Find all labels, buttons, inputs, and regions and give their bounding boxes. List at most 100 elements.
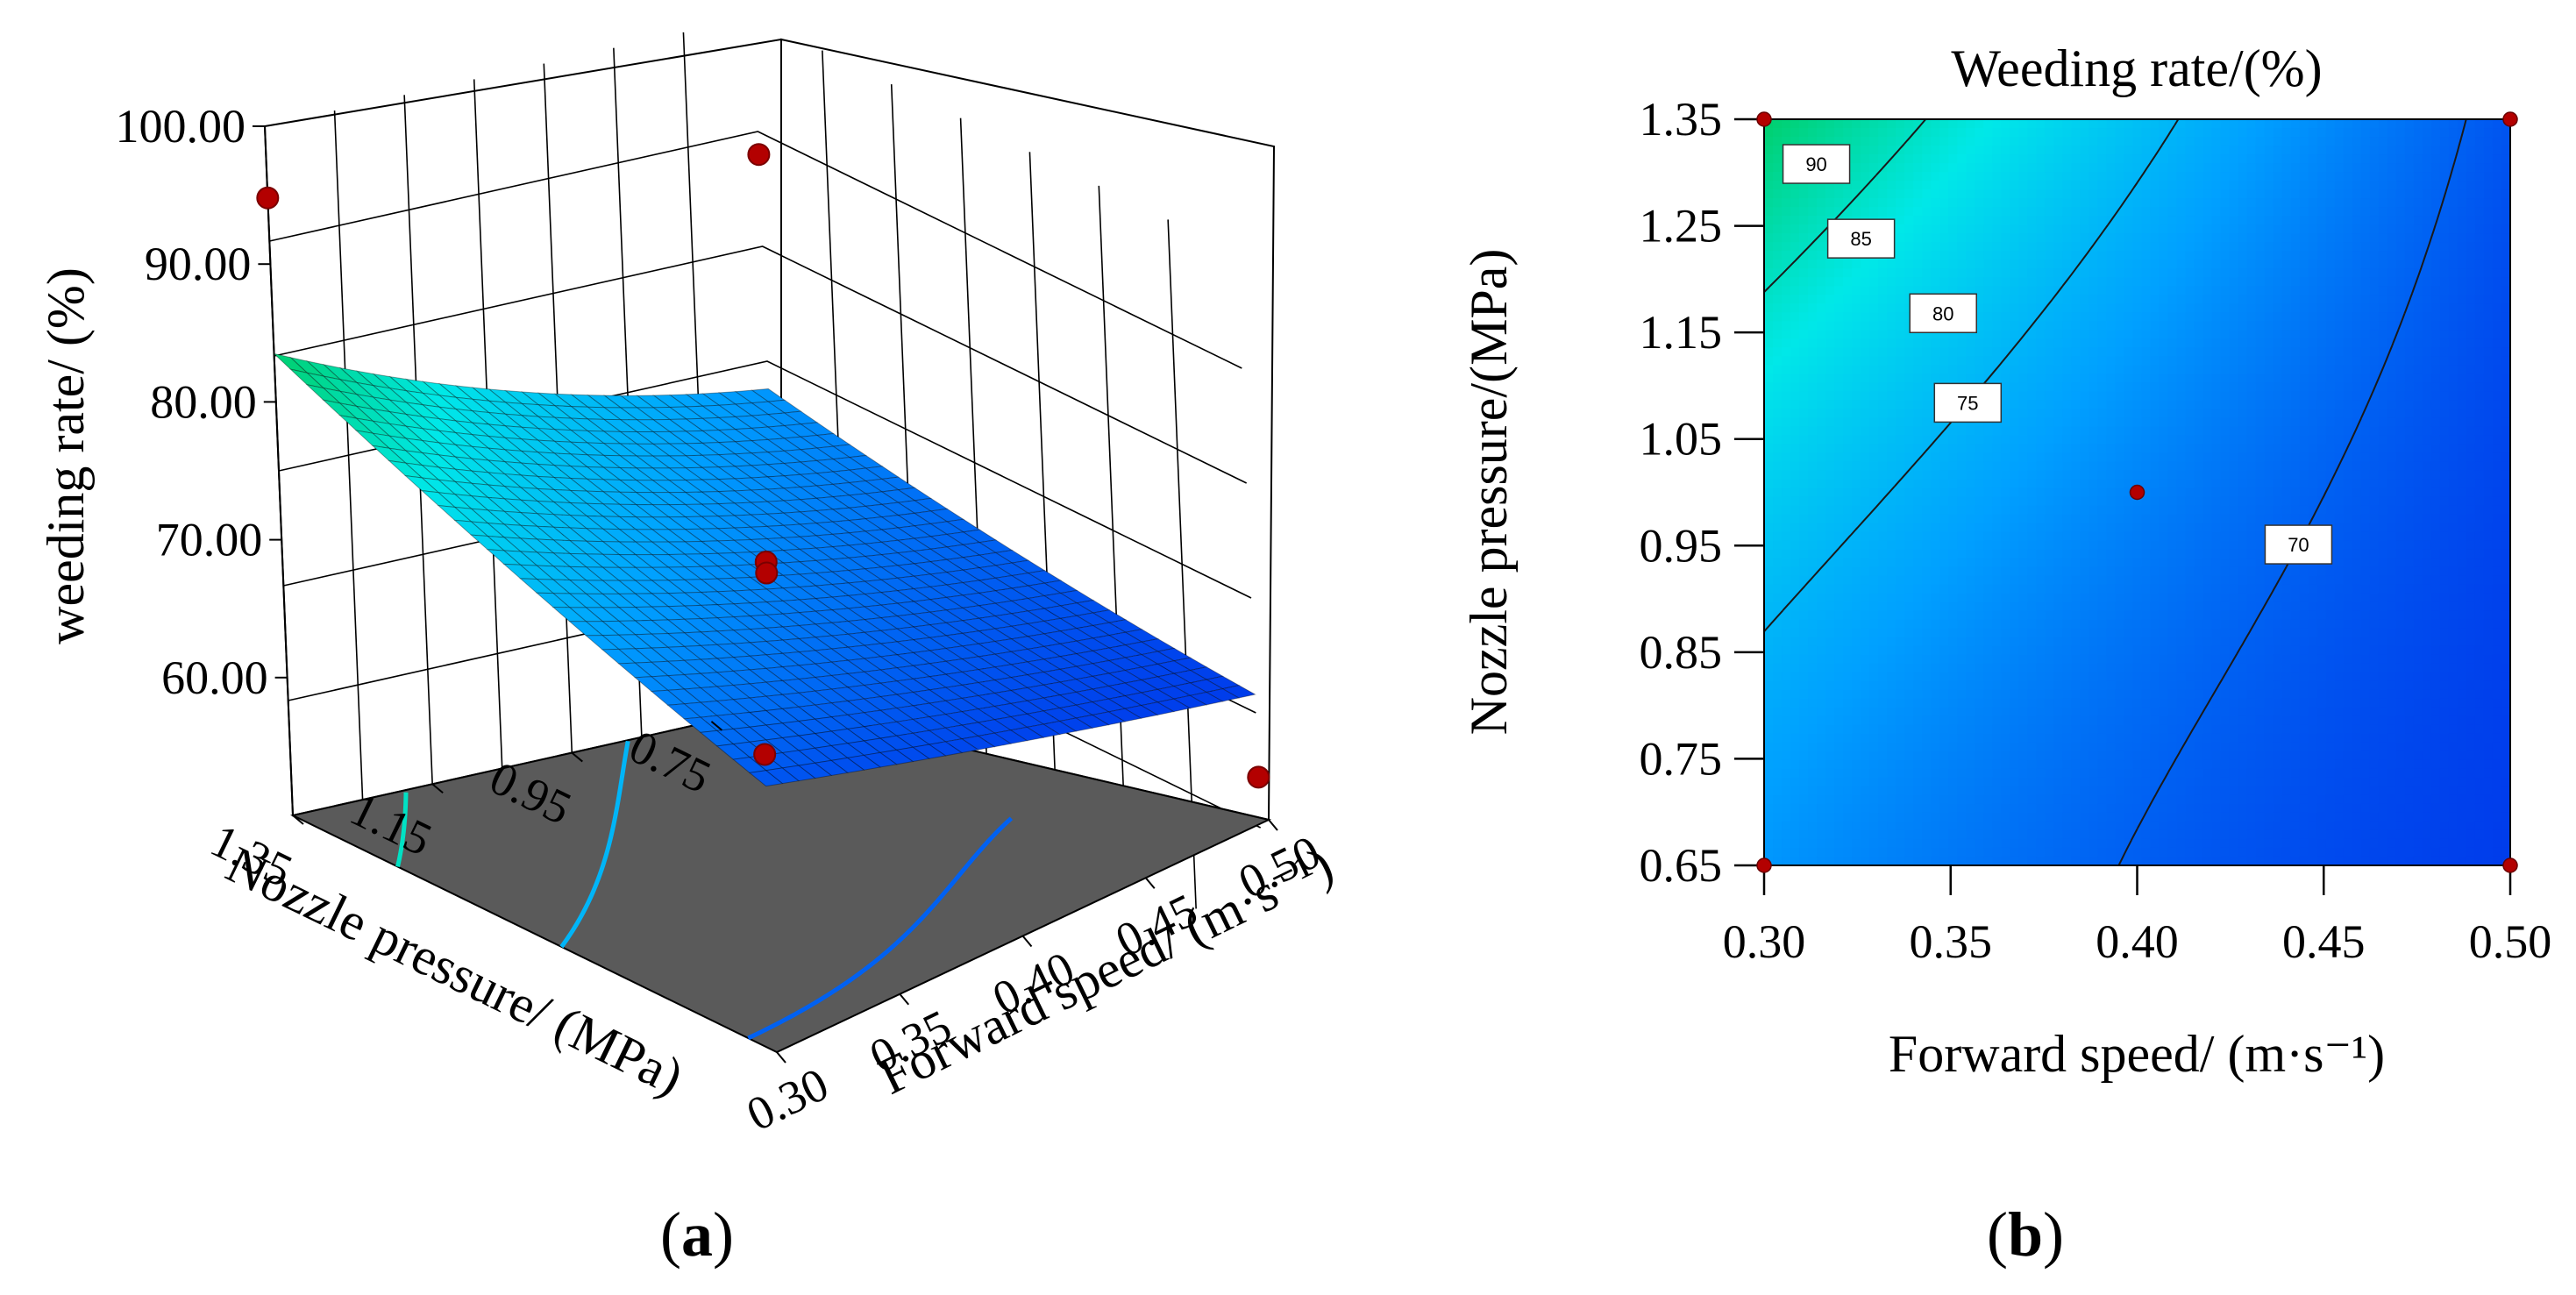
contour-cell	[1861, 829, 1870, 840]
contour-cell	[2089, 540, 2099, 551]
contour-cell	[2132, 321, 2143, 331]
contour-cell	[1869, 417, 1879, 428]
contour-cell	[2036, 593, 2046, 603]
contour-cell	[1931, 163, 1940, 173]
contour-cell	[2167, 189, 2178, 199]
contour-cell	[2124, 277, 2134, 287]
contour-cell	[1799, 233, 1809, 243]
contour-cell	[2176, 119, 2187, 129]
contour-cell	[2001, 821, 2011, 831]
contour-cell	[1782, 707, 1791, 717]
contour-cell	[1808, 856, 1818, 865]
contour-cell	[1869, 523, 1879, 533]
contour-cell	[2062, 601, 2073, 612]
contour-cell	[2141, 786, 2152, 796]
contour-cell	[1825, 768, 1835, 779]
contour-cell	[2159, 207, 2169, 217]
contour-cell	[2115, 540, 2125, 551]
contour-cell	[1869, 400, 1879, 410]
contour-cell	[1764, 575, 1774, 586]
contour-cell	[2159, 435, 2169, 445]
contour-cell	[2167, 838, 2178, 849]
contour-cell	[1834, 198, 1844, 208]
contour-cell	[2167, 523, 2178, 533]
contour-cell	[1861, 637, 1870, 647]
contour-cell	[1764, 163, 1774, 173]
contour-cell	[2018, 856, 2029, 865]
contour-cell	[1817, 777, 1826, 787]
contour-cell	[1817, 724, 1826, 735]
contour-cell	[1957, 707, 1967, 717]
contour-cell	[1808, 303, 1818, 313]
contour-cell	[2036, 189, 2046, 199]
contour-cell	[1782, 794, 1791, 805]
contour-cell	[1808, 251, 1818, 260]
contour-cell	[2089, 672, 2099, 682]
contour-cell	[1896, 821, 1905, 831]
design-point-3d	[747, 143, 771, 167]
contour-cell	[2124, 645, 2134, 656]
contour-cell	[1782, 189, 1791, 199]
contour-cell	[2115, 496, 2125, 507]
contour-cell	[1869, 426, 1879, 437]
surface-facet	[879, 749, 914, 765]
contour-cell	[2053, 610, 2064, 621]
contour-cell	[2071, 216, 2081, 225]
contour-cell	[1869, 549, 1879, 559]
contour-cell	[2176, 347, 2187, 358]
contour-cell	[1896, 751, 1905, 761]
contour-cell	[1992, 426, 2003, 437]
contour-cell	[2176, 251, 2187, 260]
contour-cell	[1852, 601, 1861, 612]
contour-cell	[2132, 356, 2143, 366]
contour-cell	[1834, 426, 1844, 437]
contour-cell	[2106, 444, 2117, 454]
contour-cell	[2159, 400, 2169, 410]
contour-cell	[1808, 365, 1818, 375]
contour-cell	[1922, 715, 1932, 726]
contour-cell	[2106, 207, 2117, 217]
contour-cell	[2089, 838, 2099, 849]
contour-cell	[2062, 742, 2073, 752]
contour-cell	[1843, 417, 1853, 428]
contour-cell	[2159, 338, 2169, 348]
contour-cell	[1975, 268, 1984, 278]
contour-cell	[2132, 786, 2143, 796]
contour-cell	[2027, 242, 2038, 252]
contour-cell	[2106, 365, 2117, 375]
contour-cell	[1904, 619, 1914, 630]
contour-cell	[2106, 452, 2117, 463]
contour-cell	[2001, 400, 2011, 410]
contour-cell	[2036, 347, 2046, 358]
contour-cell	[1957, 242, 1967, 252]
contour-cell	[2018, 759, 2029, 770]
contour-cell	[2150, 540, 2160, 551]
contour-cell	[2071, 523, 2081, 533]
contour-cell	[2115, 374, 2125, 384]
contour-cell	[1992, 856, 2003, 865]
contour-cell	[1975, 426, 1984, 437]
contour-cell	[2124, 312, 2134, 322]
contour-cell	[1975, 768, 1984, 779]
contour-cell	[1790, 724, 1800, 735]
contour-cell	[1790, 829, 1800, 840]
contour-cell	[1861, 680, 1870, 691]
contour-cell	[1861, 777, 1870, 787]
contour-cell	[1852, 163, 1861, 173]
contour-cell	[2027, 540, 2038, 551]
contour-cell	[1896, 286, 1905, 295]
contour-cell	[2124, 759, 2134, 770]
contour-cell	[1825, 321, 1835, 331]
contour-cell	[2089, 715, 2099, 726]
contour-cell	[1773, 751, 1783, 761]
contour-cell	[2132, 619, 2143, 630]
contour-cell	[2053, 584, 2064, 594]
contour-cell	[1975, 496, 1984, 507]
contour-cell	[1922, 146, 1932, 155]
contour-cell	[1861, 338, 1870, 348]
contour-cell	[1878, 417, 1888, 428]
contour-cell	[1966, 514, 1975, 524]
contour-cell	[1975, 523, 1984, 533]
contour-cell	[1896, 601, 1905, 612]
contour-cell	[2045, 575, 2055, 586]
